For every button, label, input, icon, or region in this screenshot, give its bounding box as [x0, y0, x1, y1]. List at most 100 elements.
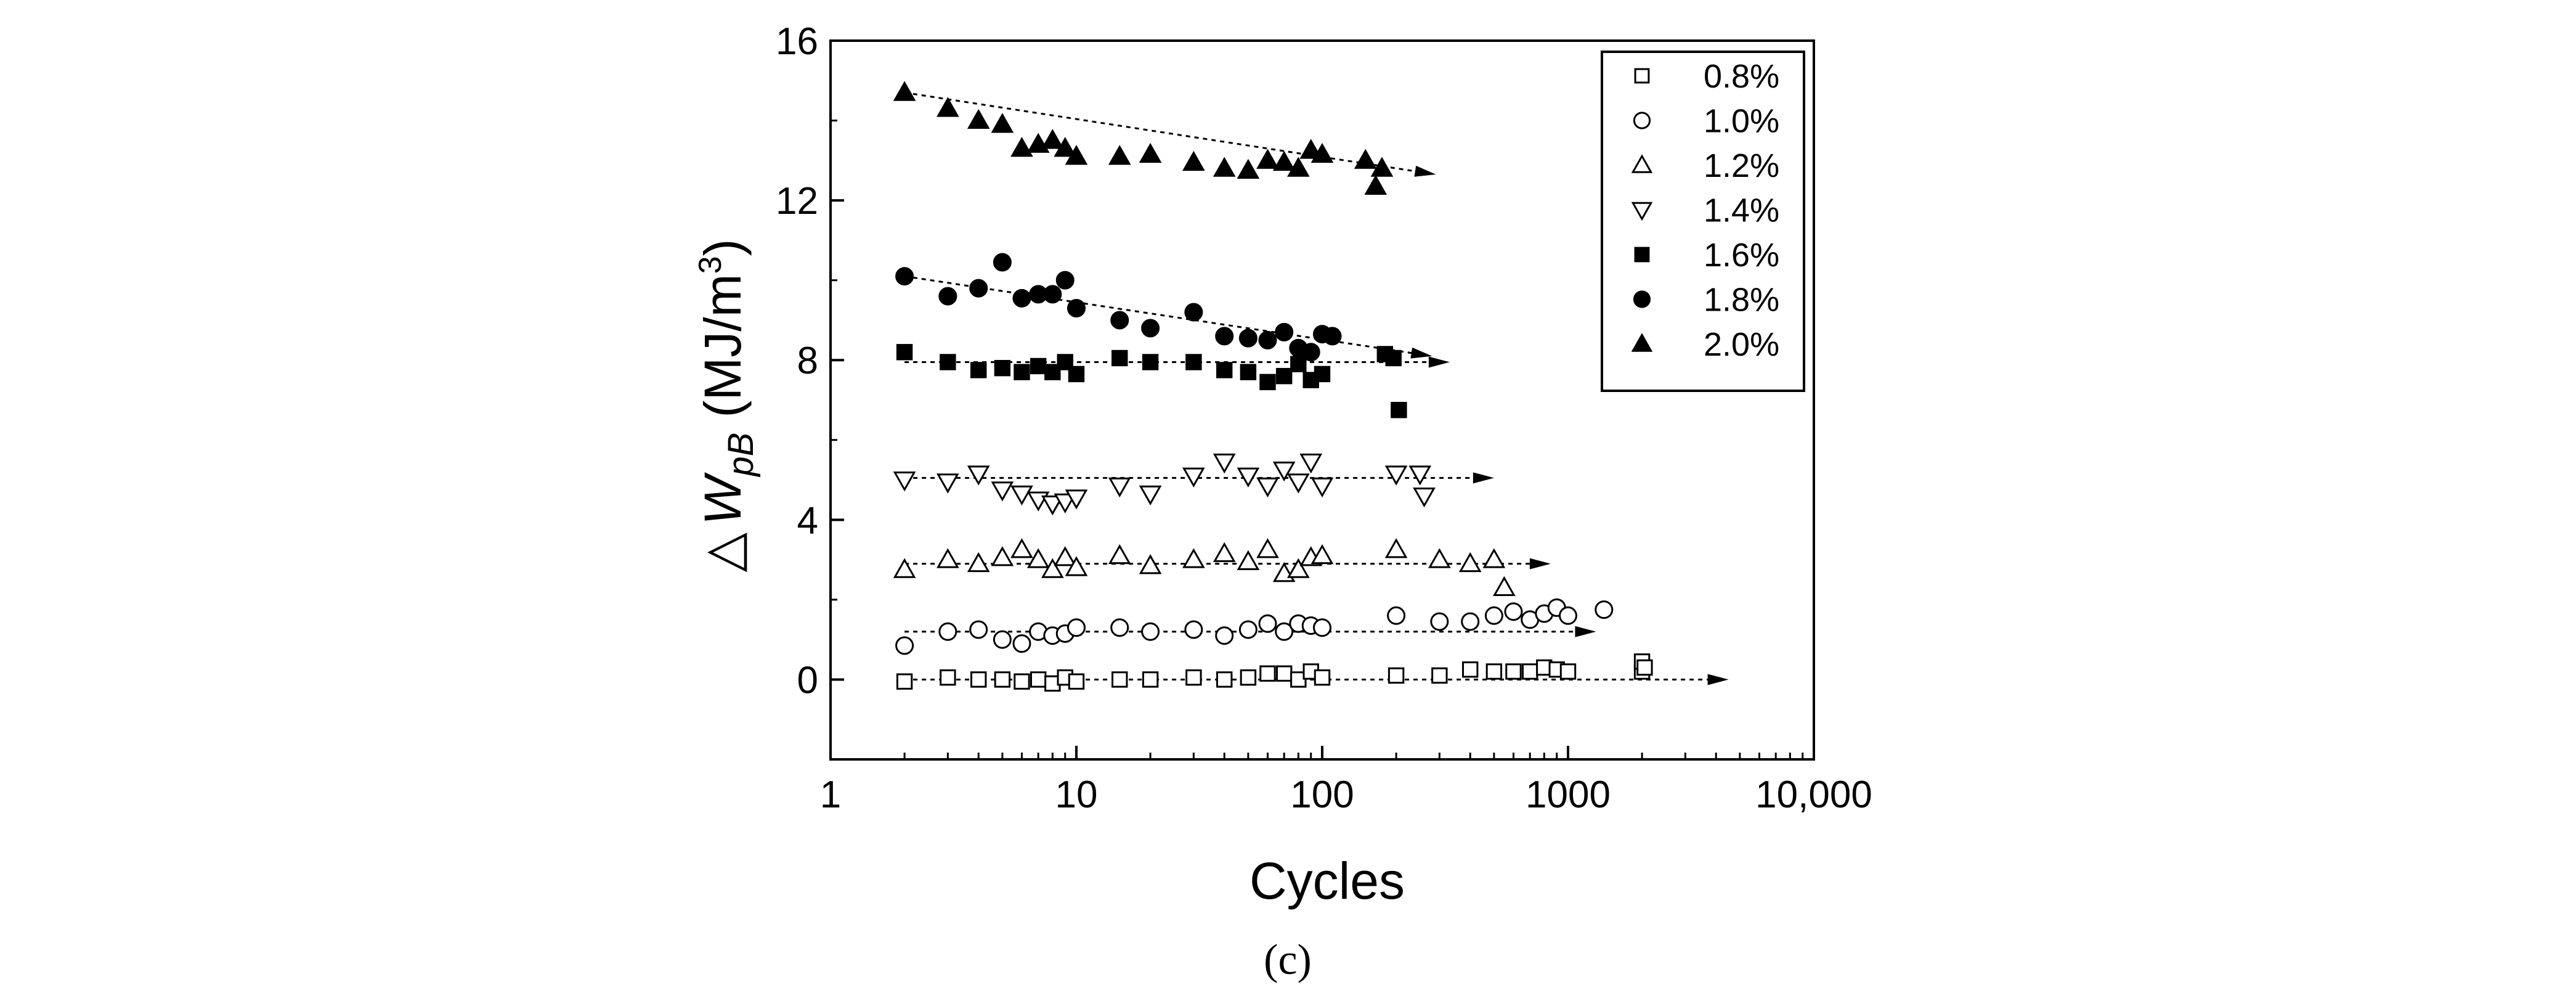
legend-label-1: 0.8% — [1704, 58, 1779, 95]
data-point-s1-31 — [1636, 659, 1653, 676]
x-tick-label-3: 100 — [1290, 774, 1354, 816]
data-point-s1-6 — [1030, 671, 1047, 688]
data-point-s5-3 — [970, 362, 987, 378]
legend-symbol-6 — [1633, 290, 1651, 308]
legend-label-4: 1.4% — [1704, 192, 1779, 229]
data-point-s1-2 — [940, 669, 956, 686]
data-point-s6-14 — [1238, 329, 1258, 348]
data-point-s4-16 — [1272, 461, 1296, 482]
data-point-s3-5 — [1010, 538, 1033, 558]
legend: 0.8% 1.0% 1.2% 1.4% 1.6% 1.8% 2.0% — [1601, 51, 1805, 392]
data-point-s5-11 — [1142, 354, 1159, 370]
data-point-s2-10 — [1110, 618, 1129, 637]
data-point-s1-16 — [1275, 665, 1293, 682]
data-point-s2-11 — [1141, 622, 1160, 641]
data-point-s6-11 — [1141, 319, 1160, 338]
trend-arrowhead-1 — [1707, 674, 1729, 685]
trend-arrowhead-7 — [1414, 165, 1436, 177]
data-point-s3-22 — [1458, 552, 1482, 573]
data-point-s5-19 — [1314, 366, 1331, 383]
data-point-s5-7 — [1044, 364, 1061, 380]
data-point-s4-10 — [1108, 477, 1131, 498]
data-point-s3-13 — [1213, 542, 1236, 562]
data-point-s4-4 — [991, 481, 1014, 502]
data-point-s3-11 — [1139, 554, 1162, 574]
data-point-s3-10 — [1108, 544, 1131, 565]
trend-arrowhead-2 — [1575, 626, 1596, 637]
data-point-s2-19 — [1313, 618, 1331, 637]
y-tick-label-1: 0 — [797, 659, 818, 701]
data-point-s4-15 — [1256, 477, 1279, 498]
legend-label-6: 1.8% — [1704, 282, 1779, 319]
data-point-s5-17 — [1290, 356, 1307, 372]
data-point-s5-1 — [896, 344, 913, 361]
data-point-s5-9 — [1068, 366, 1085, 383]
data-point-s4-20 — [1384, 465, 1408, 486]
data-point-s4-8 — [1054, 493, 1077, 513]
y-tick-label-4: 12 — [776, 180, 818, 223]
y-axis-title-subscript: pB — [721, 433, 761, 478]
data-point-s7-4 — [991, 113, 1014, 133]
data-point-s1-23 — [1485, 663, 1503, 680]
data-point-s6-4 — [993, 253, 1012, 272]
data-point-s2-22 — [1461, 612, 1480, 631]
data-point-s4-5 — [1010, 485, 1033, 506]
x-tick-label-2: 10 — [1055, 774, 1098, 816]
data-point-s3-19 — [1310, 544, 1334, 565]
data-point-s2-12 — [1184, 620, 1203, 639]
data-point-s3-20 — [1384, 538, 1408, 558]
x-tick-label-5: 10,000 — [1755, 774, 1872, 816]
data-point-s2-1 — [895, 636, 914, 655]
data-point-s3-4 — [991, 546, 1014, 566]
data-point-s6-15 — [1258, 330, 1277, 349]
data-point-s3-8 — [1054, 546, 1077, 566]
data-point-s3-21 — [1428, 548, 1451, 568]
figure-caption: (c) — [1264, 936, 1312, 984]
data-point-s7-22 — [1370, 157, 1394, 177]
data-point-s1-25 — [1521, 663, 1538, 680]
legend-box — [1601, 51, 1805, 392]
data-point-s6-13 — [1215, 327, 1234, 346]
data-point-s7-15 — [1256, 149, 1279, 169]
y-axis-title-delta: △ — [694, 533, 752, 573]
legend-label-7: 2.0% — [1704, 326, 1779, 363]
data-point-s1-15 — [1259, 665, 1276, 682]
data-point-s3-24 — [1493, 576, 1516, 596]
data-point-s2-28 — [1559, 606, 1577, 625]
data-point-s1-5 — [1014, 673, 1030, 690]
data-point-s4-19 — [1310, 477, 1334, 498]
data-point-s6-1 — [895, 267, 914, 286]
data-point-s3-3 — [967, 552, 990, 573]
data-point-s4-14 — [1237, 467, 1260, 488]
data-point-s6-7 — [1043, 285, 1062, 304]
data-point-s1-12 — [1185, 669, 1202, 686]
data-point-s4-2 — [937, 473, 959, 494]
data-point-s1-21 — [1431, 667, 1448, 684]
data-point-s4-1 — [893, 472, 916, 492]
data-point-s4-13 — [1213, 453, 1236, 474]
data-point-s5-12 — [1185, 354, 1202, 370]
data-point-s3-6 — [1026, 548, 1050, 568]
axes: 1 10 100 1000 10,000 0 4 8 12 16 — [776, 20, 1872, 816]
data-point-s7-20 — [1354, 149, 1377, 169]
y-tick-label-5: 16 — [776, 20, 818, 63]
data-point-s7-16 — [1272, 150, 1296, 171]
data-point-s7-21 — [1364, 174, 1388, 195]
y-axis-title-unit: (MJ/m — [694, 274, 752, 417]
data-point-s1-13 — [1216, 671, 1233, 688]
data-point-s2-21 — [1430, 612, 1449, 631]
data-point-s5-21 — [1385, 349, 1402, 367]
data-point-s4-11 — [1139, 485, 1162, 506]
data-point-s5-15 — [1259, 374, 1276, 391]
data-point-s5-14 — [1240, 364, 1257, 380]
data-point-s5-10 — [1111, 349, 1128, 367]
x-axis-title: Cycles — [1249, 852, 1405, 910]
data-point-s7-13 — [1213, 157, 1236, 177]
y-axis-title-unit-close: ) — [694, 239, 752, 256]
legend-symbol-7 — [1631, 333, 1653, 352]
trend-arrowhead-6 — [1410, 347, 1432, 359]
data-point-s6-16 — [1275, 322, 1294, 341]
data-point-s6-12 — [1184, 303, 1203, 322]
data-point-s5-13 — [1216, 362, 1233, 378]
